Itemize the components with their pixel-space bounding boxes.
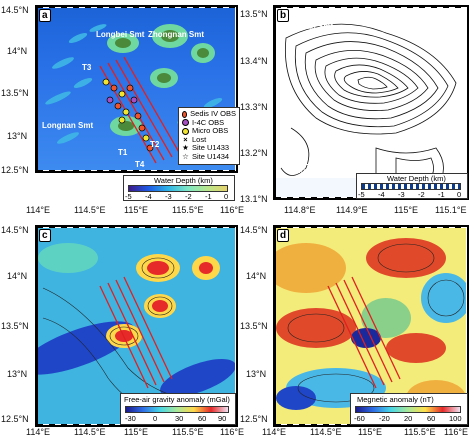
panel-d-label: d <box>277 229 290 242</box>
panel-a-legend: Sedis IV OBS I-4C OBS Micro OBS × Lost ★ S… <box>178 107 240 165</box>
line-label-t1: T1 <box>118 148 128 157</box>
legend-item-u1434: ☆ Site U1434 <box>182 151 230 161</box>
legend-item-u1433: ★ Site U1433 <box>182 143 230 153</box>
legend-item-sedis: Sedis IV OBS <box>182 109 236 119</box>
cross-icon: × <box>183 134 188 144</box>
panel-b-colorbar: Water Depth (km) -5 -4 -3 -2 -1 0 <box>356 173 468 199</box>
panel-b-label: b <box>277 9 290 22</box>
seamount-label-longnan: Longnan Smt <box>42 121 94 130</box>
panel-c-colorbar: Free-air gravity anomaly (mGal) -30 0 30… <box>120 393 236 425</box>
panel-a-colorbar: Water Depth (km) -5 -4 -3 -2 -1 0 <box>123 175 235 201</box>
seamount-label-longbei: Longbei Smt <box>96 30 145 39</box>
panel-c-map <box>38 228 235 424</box>
magnetic-map-d <box>276 238 466 416</box>
yellow-circle-icon <box>182 127 189 135</box>
star-icon: ★ <box>182 143 189 153</box>
scale-bar <box>282 160 336 165</box>
line-label-t2: T2 <box>150 140 160 149</box>
purple-circle-icon <box>182 119 189 127</box>
scale-bar-label: 10 km <box>296 166 318 175</box>
panel-b-title: Longnan Smt <box>282 22 334 31</box>
legend-item-i4c: I-4C OBS <box>182 118 236 128</box>
line-label-t4: T4 <box>135 160 145 169</box>
line-label-t3: T3 <box>82 63 92 72</box>
panel-c-label: c <box>39 229 51 242</box>
panel-a-label: a <box>39 9 51 22</box>
orange-circle-icon <box>182 110 188 118</box>
star-outline-icon: ☆ <box>182 151 189 161</box>
panel-d-colorbar: Megnetic anomaly (nT) -60 -20 20 60 100 <box>350 393 468 425</box>
panel-d-map <box>276 228 466 424</box>
seamount-label-zhongnan: Zhongnan Smt <box>148 30 204 39</box>
legend-item-lost: × Lost <box>183 134 207 144</box>
legend-item-micro: Micro OBS <box>182 127 236 136</box>
